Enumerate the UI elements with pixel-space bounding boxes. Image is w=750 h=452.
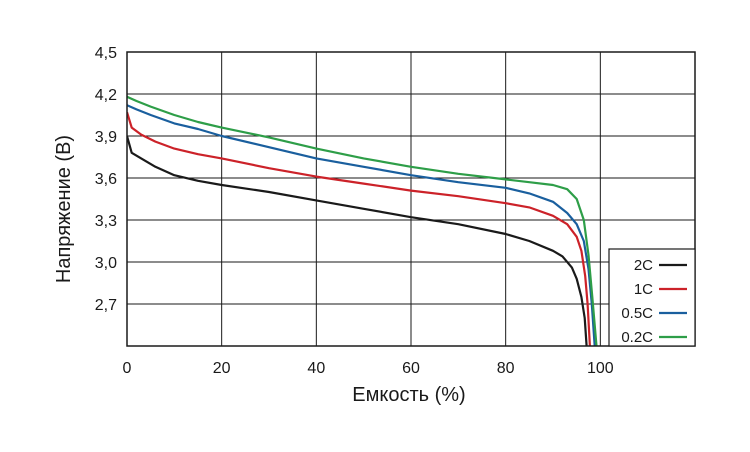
y-tick-label: 3,6 [95, 171, 117, 188]
x-tick-label: 40 [307, 360, 325, 377]
y-tick-label: 2,7 [95, 297, 117, 314]
y-axis-title: Напряжение (В) [53, 135, 75, 283]
y-tick-label: 3,3 [95, 213, 117, 230]
plot-frame [126, 51, 696, 347]
y-tick-label: 4,5 [95, 45, 117, 62]
x-tick-label: 60 [402, 360, 420, 377]
series-line-1C [127, 111, 591, 346]
x-tick-label: 80 [497, 360, 515, 377]
series-line-0_2C [127, 95, 598, 346]
x-tick-label: 20 [213, 360, 231, 377]
grid [127, 52, 695, 346]
legend: 2C 1C 0.5C 0.2C [608, 248, 696, 347]
x-tick-label: 100 [587, 360, 614, 377]
legend-label: 1C [634, 281, 653, 298]
legend-label: 0.5C [621, 305, 653, 322]
legend-label: 0.2C [621, 329, 653, 346]
y-tick-label: 3,0 [95, 255, 117, 272]
series-line-2C [127, 135, 588, 346]
x-axis-title: Емкость (%) [352, 384, 465, 406]
y-tick-label: 3,9 [95, 129, 117, 146]
x-tick-label: 0 [123, 360, 132, 377]
legend-label: 2C [634, 257, 653, 274]
y-tick-label: 4,2 [95, 87, 117, 104]
series-line-0_5C [127, 104, 596, 346]
tick-labels: 0 20 40 60 80 100 2,7 3,0 3,3 3,6 3,9 4,2 4,5 [95, 45, 614, 377]
series-lines [127, 95, 598, 346]
